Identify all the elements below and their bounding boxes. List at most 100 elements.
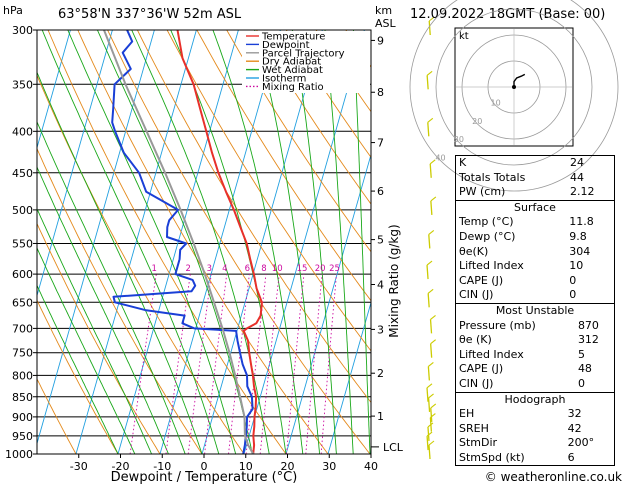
dry-adiabat-line [37,222,161,454]
wind-barb [426,265,429,280]
pressure-tick-label: 500 [12,204,33,217]
height-unit-km: km [375,4,392,17]
hodograph-ring [435,8,593,166]
legend-label: Mixing Ratio [262,82,324,93]
index-row: Temp (°C) 11.8 [456,215,615,230]
most-unstable-box: Most Unstable Pressure (mb) 870 θe (K) 312 L… [455,303,615,393]
mixing-ratio-line [245,274,267,454]
dry-adiabat-line [166,30,371,352]
height-tick-label: 8 [377,86,384,99]
height-tick-label: 3 [377,323,384,336]
height-unit-asl: ASL [375,17,397,30]
pressure-tick-label: 900 [12,411,33,424]
mixing-ratio-line [305,274,323,454]
index-value: 870 [577,318,599,332]
mixing-ratio-label: 2 [186,264,191,274]
profile-dewpoint [111,30,254,454]
temperature-tick-label: 30 [322,460,336,473]
index-value: 304 [569,244,591,258]
hodograph-ring [409,0,619,192]
isotherm-line [37,30,155,446]
legend-label: Isotherm [262,74,306,85]
pressure-tick-label: 750 [12,347,33,360]
wind-barb-flag [430,196,437,202]
dry-adiabat-line [226,30,371,253]
temperature-tick-label: 10 [239,460,253,473]
pressure-tick-label: 550 [12,237,33,250]
mixing-ratio-label: 15 [297,264,308,274]
hodograph-ring-label: 20 [472,117,482,126]
wind-barb-flag [428,361,434,367]
isotherm-line [243,30,365,454]
wind-barb [426,75,429,90]
wind-barb [427,426,430,441]
isotherm-line [75,30,197,454]
temperature-tick-label: 40 [364,460,378,473]
hodograph-ring-label: 10 [491,98,501,107]
isotherm-line [37,30,71,150]
pressure-tick-label: 450 [12,167,33,180]
index-label: EH [459,407,475,421]
dry-adiabat-line [285,30,371,159]
dry-adiabat-line [47,30,287,454]
index-label: PW (cm) [459,185,506,199]
pressure-tick-label: 950 [12,430,33,443]
wind-barb-flag [430,339,436,345]
wind-barb-flag [426,260,433,266]
temperature-tick-label: -20 [112,460,130,473]
dry-adiabat-line [107,30,371,454]
height-tick-label: 5 [377,234,384,247]
wet-adiabat-line [131,30,270,454]
height-tick-label: 2 [377,367,384,380]
index-label: Temp (°C) [459,215,514,229]
index-row: θe (K) 312 [456,333,615,348]
mixing-ratio-label: 25 [329,264,340,274]
profile-parcel-trajectory [103,30,255,454]
dry-adiabat-line [37,377,77,454]
index-row: Lifted Index 5 [456,348,615,363]
wind-barb [430,407,433,422]
header-datetime: 12.09.2022 18GMT (Base: 00) [410,7,605,22]
mixing-ratio-label: 10 [272,264,283,274]
wind-barb [427,293,430,308]
index-value: 200° [567,436,595,450]
pressure-tick-label: 600 [12,268,33,281]
wind-barb-flag [428,16,435,22]
index-row: EH 32 [456,407,615,422]
index-label: CIN (J) [459,376,494,390]
mixing-ratio-line [204,274,228,454]
index-label: Dewp (°C) [459,229,516,243]
wind-barb [428,444,431,460]
wind-barb-flag [428,440,435,446]
wind-barb [428,20,431,36]
index-value: 0 [569,273,577,287]
wet-adiabat-line [212,30,304,454]
index-value: 42 [567,421,582,435]
index-value: 11.8 [569,215,594,229]
temperature-tick-label: -10 [153,460,171,473]
wind-barb-flag [430,314,436,320]
pressure-tick-label: 850 [12,391,33,404]
mixing-ratio-line [187,274,212,454]
wet-adiabat-line [67,30,237,454]
hodograph-chart: kt 10 20 30 40 [409,0,619,192]
index-value: 0 [577,376,585,390]
index-value: 32 [567,407,582,421]
lcl-label: LCL [383,441,404,454]
wind-barb [430,343,433,358]
dry-adiabat-line [256,30,371,205]
legend-label: Parcel Trajectory [262,48,345,59]
pressure-unit-label: hPa [3,4,23,17]
wind-barb [429,163,432,178]
wind-barb [427,122,430,137]
index-row: K 24 [456,156,615,171]
index-row: SREH 42 [456,422,615,437]
wind-barb-flag [427,288,434,294]
index-row: θe(K) 304 [456,245,615,260]
index-label: StmDir [459,436,498,450]
dry-adiabat-line [77,30,329,454]
isotherm-line [285,153,371,454]
mixing-ratio-line [165,274,191,454]
wet-adiabat-line [41,30,220,454]
mixing-ratio-label: 4 [222,264,227,274]
